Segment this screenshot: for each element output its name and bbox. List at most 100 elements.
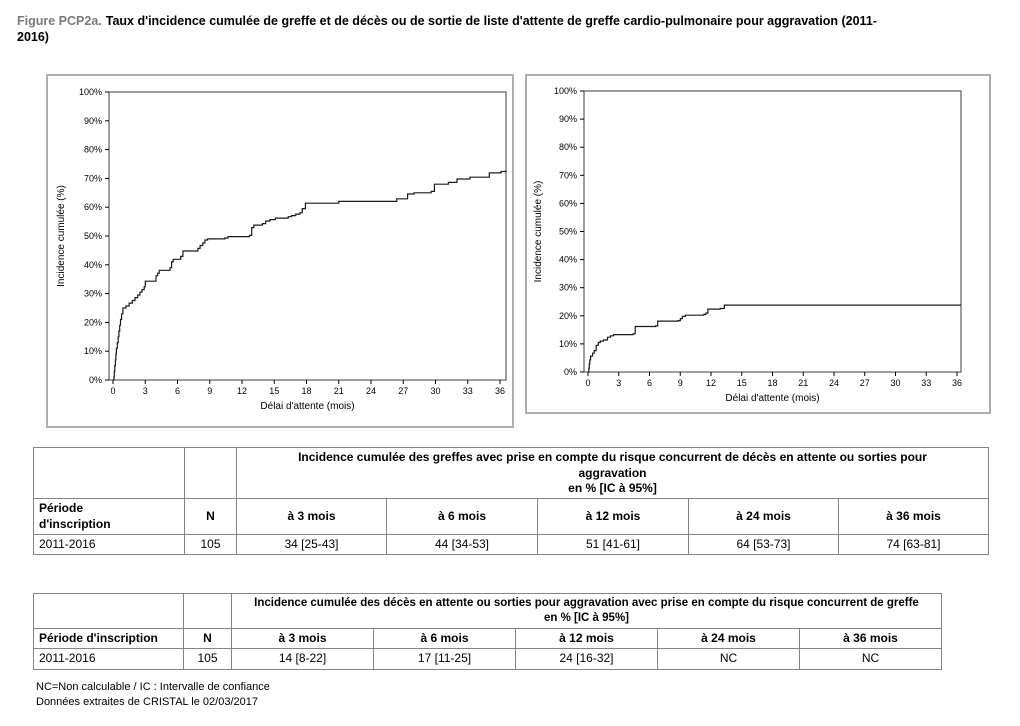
y-tick-label: 0% bbox=[89, 375, 102, 385]
x-axis: 0 3 6 9 12 15 18 21 24 27 30 33 36 bbox=[110, 380, 505, 396]
x-tick-label: 15 bbox=[737, 378, 747, 388]
col-header-24mois: à 24 mois bbox=[657, 627, 800, 650]
chart-panel-greffe: 0% 10% 20% 30% 40% 50% 60% 70% 80% 90% 100% 0 3 6 9 12 1… bbox=[46, 74, 514, 429]
plot-area bbox=[108, 91, 507, 381]
y-tick-label: 70% bbox=[84, 174, 102, 184]
cell-12mois: 24 [16-32] bbox=[515, 648, 658, 670]
x-tick-label: 18 bbox=[767, 378, 777, 388]
col-header-3mois: à 3 mois bbox=[231, 627, 374, 650]
y-tick-label: 90% bbox=[559, 114, 577, 124]
x-tick-label: 21 bbox=[798, 378, 808, 388]
x-tick-label: 27 bbox=[860, 378, 870, 388]
charts-row: 0% 10% 20% 30% 40% 50% 60% 70% 80% 90% 100% 0 3 6 9 12 1… bbox=[46, 74, 1020, 429]
table-column-header-row: Période d'inscription N à 3 mois à 6 moi… bbox=[33, 498, 989, 536]
y-tick-label: 10% bbox=[84, 346, 102, 356]
col-header-12mois: à 12 mois bbox=[515, 627, 658, 650]
cell-36mois: 74 [63-81] bbox=[838, 534, 989, 556]
cell-24mois: NC bbox=[657, 648, 800, 670]
x-tick-label: 24 bbox=[829, 378, 839, 388]
span-header-text: Incidence cumulée des décès en attente o… bbox=[254, 597, 919, 610]
chart-panel-deces: 0% 10% 20% 30% 40% 50% 60% 70% 80% 90% 100% 0 3 6 9 12 1… bbox=[525, 74, 991, 415]
step-curve bbox=[588, 304, 961, 373]
col-header-6mois: à 6 mois bbox=[386, 498, 538, 536]
figure-title-text: Taux d'incidence cumulée de greffe et de… bbox=[17, 14, 877, 44]
cell-3mois: 14 [8-22] bbox=[231, 648, 374, 670]
plot-area bbox=[583, 90, 962, 373]
x-tick-label: 21 bbox=[334, 386, 344, 396]
table-span-header-row: Incidence cumulée des décès en attente o… bbox=[33, 593, 942, 629]
empty-corner-cell bbox=[33, 593, 184, 629]
deces-incidence-chart: 0%10%20%30%40%50%60%70%80%90%100%0 3 6 9 12 1… bbox=[533, 86, 962, 404]
y-axis-label: Incidence cumulée (%) bbox=[56, 185, 67, 287]
y-tick-label: 30% bbox=[559, 283, 577, 293]
col-header-12mois: à 12 mois bbox=[537, 498, 689, 536]
y-tick-label: 50% bbox=[559, 227, 577, 237]
y-tick-label: 80% bbox=[559, 142, 577, 152]
x-tick-label: 9 bbox=[207, 386, 212, 396]
x-tick-label: 9 bbox=[678, 378, 683, 388]
x-tick-label: 3 bbox=[143, 386, 148, 396]
x-tick-label: 12 bbox=[706, 378, 716, 388]
table-incidence-deces: Incidence cumulée des décès en attente o… bbox=[33, 593, 942, 670]
y-tick-label: 10% bbox=[559, 339, 577, 349]
span-header-text: Incidence cumulée des greffes avec prise… bbox=[298, 450, 927, 480]
col-header-periode: Période d'inscription bbox=[33, 627, 184, 650]
col-header-6mois: à 6 mois bbox=[373, 627, 516, 650]
x-tick-label: 33 bbox=[921, 378, 931, 388]
x-tick-label: 15 bbox=[269, 386, 279, 396]
greffe-incidence-chart: 0%10%20%30%40%50%60%70%80%90%100%0 3 6 9 12 1… bbox=[56, 87, 507, 412]
y-tick-label: 20% bbox=[559, 311, 577, 321]
y-tick-label: 40% bbox=[84, 260, 102, 270]
table-span-header-row: Incidence cumulée des greffes avec prise… bbox=[33, 447, 989, 500]
y-tick-label: 60% bbox=[84, 202, 102, 212]
y-tick-label: 50% bbox=[84, 231, 102, 241]
cell-3mois: 34 [25-43] bbox=[236, 534, 387, 556]
y-axis: 0% 10% 20% 30% 40% 50% 60% 70% 80% 90% 100% bbox=[79, 87, 109, 385]
y-tick-label: 100% bbox=[79, 87, 102, 97]
y-axis: 0% 10% 20% 30% 40% 50% 60% 70% 80% 90% 100% bbox=[554, 86, 584, 377]
footnote-data-source: Données extraites de CRISTAL le 02/03/20… bbox=[36, 695, 258, 708]
x-tick-label: 12 bbox=[237, 386, 247, 396]
y-tick-label: 60% bbox=[559, 199, 577, 209]
y-tick-label: 100% bbox=[554, 86, 577, 96]
figure-label: Figure PCP2a. bbox=[17, 14, 102, 28]
x-tick-label: 27 bbox=[398, 386, 408, 396]
x-tick-label: 0 bbox=[110, 386, 115, 396]
x-tick-label: 24 bbox=[366, 386, 376, 396]
x-axis: 0 3 6 9 12 15 18 21 24 27 30 33 36 bbox=[585, 372, 962, 388]
cell-6mois: 17 [11-25] bbox=[373, 648, 516, 670]
table-row: 2011-2016 105 34 [25-43] 44 [34-53] 51 [… bbox=[33, 534, 989, 556]
x-axis-label: Délai d'attente (mois) bbox=[260, 401, 354, 412]
col-header-36mois: à 36 mois bbox=[838, 498, 989, 536]
empty-corner-cell bbox=[183, 593, 232, 629]
y-tick-label: 40% bbox=[559, 255, 577, 265]
col-header-3mois: à 3 mois bbox=[236, 498, 387, 536]
cell-36mois: NC bbox=[799, 648, 942, 670]
table-deces-span-header: Incidence cumulée des décès en attente o… bbox=[231, 593, 942, 629]
footnote-abbreviations: NC=Non calculable / IC : Intervalle de c… bbox=[36, 680, 270, 693]
x-tick-label: 0 bbox=[585, 378, 590, 388]
empty-corner-cell bbox=[184, 447, 237, 500]
cell-6mois: 44 [34-53] bbox=[386, 534, 538, 556]
x-tick-label: 30 bbox=[890, 378, 900, 388]
footnotes: NC=Non calculable / IC : Intervalle de c… bbox=[36, 680, 1020, 711]
table-greffes-span-header: Incidence cumulée des greffes avec prise… bbox=[236, 447, 989, 500]
col-header-periode: Période d'inscription bbox=[33, 498, 185, 536]
y-tick-label: 20% bbox=[84, 318, 102, 328]
x-tick-label: 3 bbox=[616, 378, 621, 388]
x-tick-label: 30 bbox=[430, 386, 440, 396]
y-tick-label: 0% bbox=[564, 367, 577, 377]
step-curve bbox=[113, 170, 507, 381]
y-tick-label: 70% bbox=[559, 171, 577, 181]
x-tick-label: 6 bbox=[175, 386, 180, 396]
y-tick-label: 90% bbox=[84, 116, 102, 126]
span-header-sub: en % [IC à 95%] bbox=[568, 480, 657, 495]
cell-periode: 2011-2016 bbox=[33, 534, 185, 556]
x-axis-label: Délai d'attente (mois) bbox=[725, 393, 819, 404]
cell-n: 105 bbox=[183, 648, 232, 670]
y-tick-label: 80% bbox=[84, 145, 102, 155]
table-row: 2011-2016 105 14 [8-22] 17 [11-25] 24 [1… bbox=[33, 648, 942, 670]
col-header-36mois: à 36 mois bbox=[799, 627, 942, 650]
y-axis-label: Incidence cumulée (%) bbox=[533, 181, 544, 283]
cell-n: 105 bbox=[184, 534, 237, 556]
